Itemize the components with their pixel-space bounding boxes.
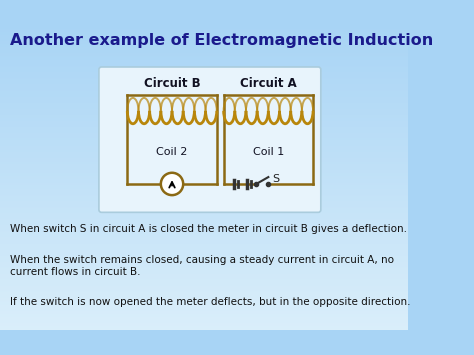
Circle shape [161,173,183,195]
Text: Circuit A: Circuit A [240,77,297,90]
Text: Coil 1: Coil 1 [253,147,284,157]
Text: S: S [272,174,279,184]
Text: If the switch is now opened the meter deflects, but in the opposite direction.: If the switch is now opened the meter de… [10,297,411,307]
Text: Another example of Electromagnetic Induction: Another example of Electromagnetic Induc… [10,33,434,48]
Text: When switch S in circuit A is closed the meter in circuit B gives a deflection.: When switch S in circuit A is closed the… [10,224,407,234]
Text: Coil 2: Coil 2 [156,147,188,157]
Text: Circuit B: Circuit B [144,77,201,90]
FancyBboxPatch shape [99,67,321,212]
Text: When the switch remains closed, causing a steady current in circuit A, no
curren: When the switch remains closed, causing … [10,255,394,277]
